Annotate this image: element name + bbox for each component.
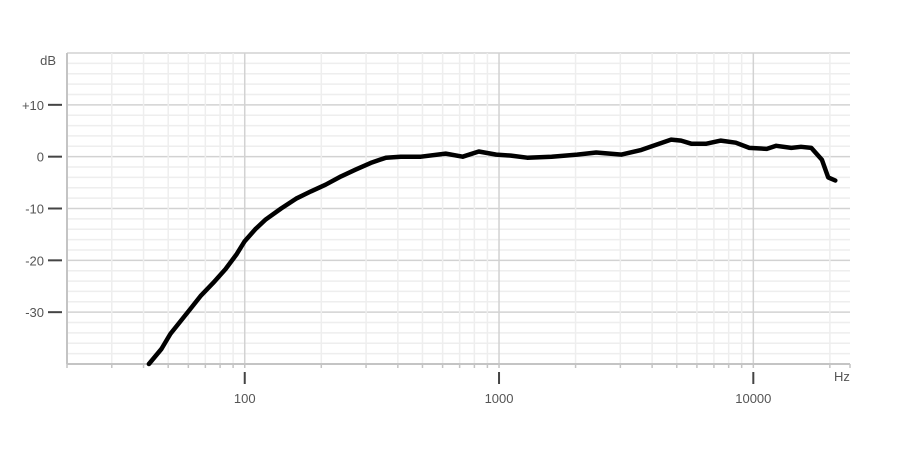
- y-tick-label: -10: [25, 202, 44, 217]
- x-tick-label: 100: [234, 391, 256, 406]
- y-tick-label: -20: [25, 253, 44, 268]
- y-tick-labels: +10 0 -10 -20 -30: [22, 98, 62, 320]
- response-curve: [146, 137, 838, 367]
- y-unit-label: dB: [40, 53, 56, 68]
- x-unit-label: Hz: [834, 369, 850, 384]
- x-tick-label: 10000: [735, 391, 771, 406]
- x-tick-labels: 100 1000 10000: [234, 372, 771, 406]
- y-tick-label: 0: [37, 150, 44, 165]
- grid: [66, 52, 850, 365]
- x-tick-label: 1000: [485, 391, 514, 406]
- y-tick-label: +10: [22, 98, 44, 113]
- y-tick-label: -30: [25, 305, 44, 320]
- axes: [66, 53, 851, 368]
